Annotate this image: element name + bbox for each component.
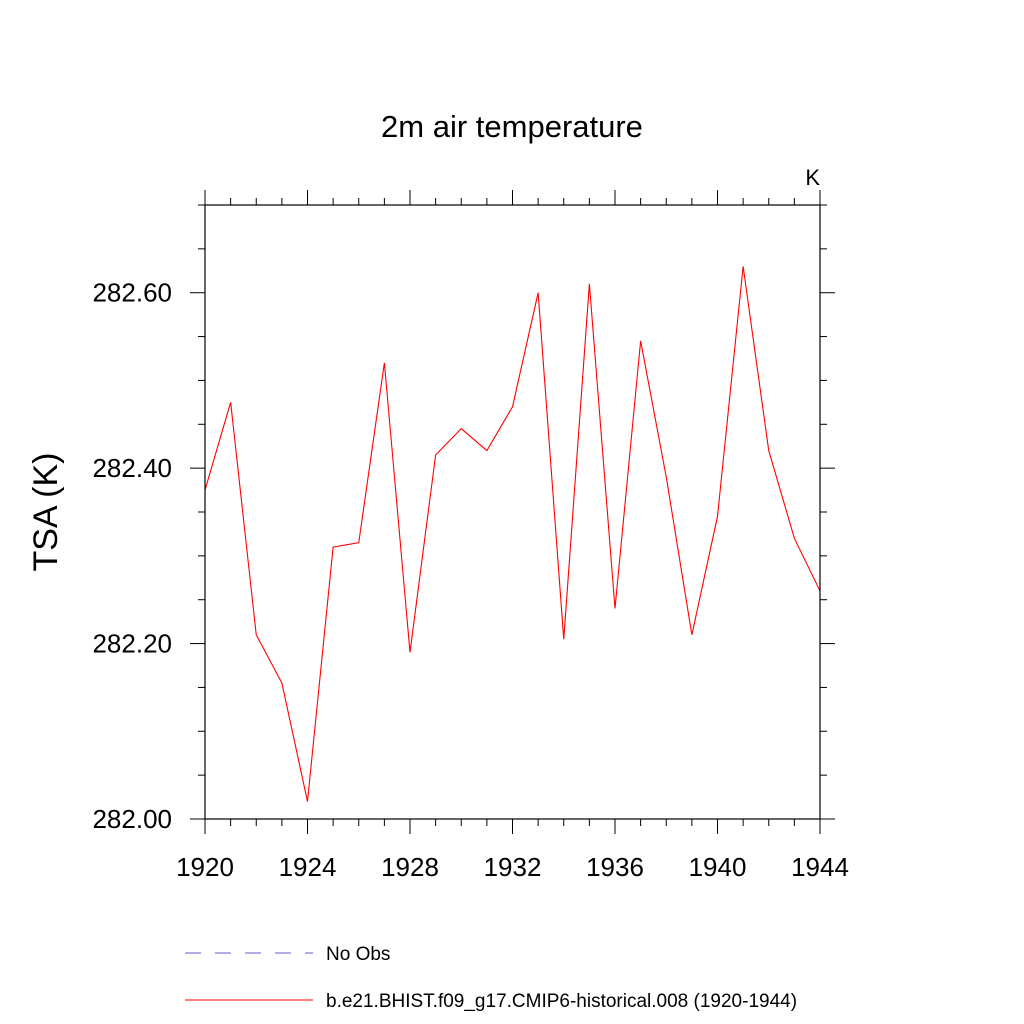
y-tick-label: 282.60 [92,278,172,308]
legend-label: b.e21.BHIST.f09_g17.CMIP6-historical.008… [326,991,797,1012]
y-tick-label: 282.00 [92,804,172,834]
chart-title: 2m air temperature [381,109,643,144]
series-line [204,266,821,802]
x-tick-label: 1928 [381,852,439,882]
y-axis-label: TSA (K) [27,452,65,571]
series-layer [204,266,821,802]
x-tick-label: 1924 [279,852,337,882]
ticks-layer: 1920 1924 1928 1932 1936 1940 1944 282.00 282.20… [92,190,849,882]
x-tick-label: 1944 [791,852,849,882]
x-tick-label: 1932 [484,852,542,882]
y-tick-label: 282.40 [92,453,172,483]
x-tick-label: 1940 [689,852,747,882]
y-tick-label: 282.20 [92,629,172,659]
legend: No Obs b.e21.BHIST.f09_g17.CMIP6-historic… [185,944,797,1012]
x-tick-label: 1936 [586,852,644,882]
legend-label: No Obs [326,944,390,965]
plot-frame [204,204,821,820]
x-tick-label: 1920 [176,852,234,882]
units-label: K [805,165,820,190]
